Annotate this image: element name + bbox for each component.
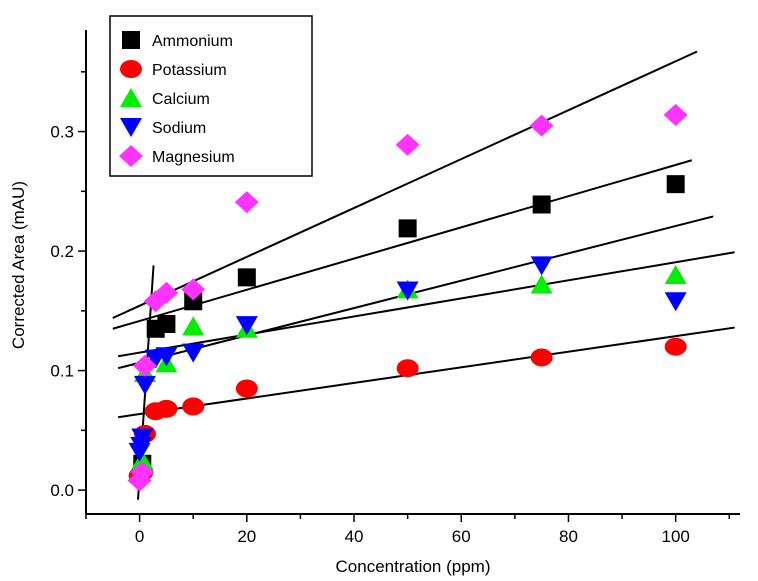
data-point [181,278,206,301]
y-tick-label: 0.3 [50,123,74,142]
data-point [154,281,179,304]
y-axis-label: Corrected Area (mAU) [9,181,28,349]
data-point [530,274,553,294]
series-sodium [128,256,687,462]
data-point [529,114,554,137]
data-point [131,428,154,448]
series-calcium [131,264,687,470]
legend-label: Sodium [152,120,206,137]
data-point [155,347,178,367]
y-tick-label: 0.1 [50,362,74,381]
data-point [235,379,258,398]
x-tick-label: 100 [661,527,689,546]
data-point [130,461,155,484]
x-tick-label: 80 [559,527,578,546]
legend-label: Magnesium [152,149,235,166]
legend-marker-calcium [120,88,142,107]
data-point [155,399,178,418]
data-point [131,450,154,470]
x-axis-ticks: 0 20 40 60 80 100 [85,514,731,546]
series-potassium [128,337,687,485]
data-point [530,348,553,367]
legend-box [109,15,313,177]
legend-marker-magnesium [119,145,143,167]
data-point [666,175,685,194]
legend-marker-potassium [120,60,142,78]
data-point [396,359,419,378]
x-tick-label: 40 [345,527,364,546]
y-tick-label: 0.0 [50,481,74,500]
data-point [398,219,417,238]
fit-line-sodium [117,215,714,370]
legend-label: Potassium [152,62,227,79]
data-point [530,256,553,276]
fit-lines [112,50,735,500]
data-point [132,354,157,377]
y-tick-label: 0.2 [50,242,74,261]
data-point [133,375,156,395]
data-point [157,314,176,333]
legend-marker-sodium [120,118,142,137]
legend-marker-ammonium [122,31,140,49]
x-tick-label: 20 [237,527,256,546]
series-ammonium [133,175,685,473]
x-tick-label: 60 [452,527,471,546]
fit-line-magnesium [112,50,698,319]
plot-area: 0 20 40 60 80 100 0.0 0.1 0.2 0.3 [50,30,740,546]
data-point [396,281,419,301]
legend-label: Ammonium [152,33,233,50]
legend-label: Calcium [152,91,210,108]
data-point [184,292,203,311]
data-point [235,316,258,336]
data-point [663,103,688,126]
fit-line-potassium [118,326,735,419]
data-point [130,436,153,456]
data-point [664,264,687,284]
data-point [234,191,259,214]
series-magnesium [127,103,688,492]
y-axis-ticks: 0.0 0.1 0.2 0.3 [50,71,86,500]
data-point [532,195,551,214]
data-point [182,397,205,416]
data-point [395,133,420,156]
data-point [182,316,205,336]
x-axis-label: Concentration (ppm) [336,557,491,576]
data-point [664,337,687,356]
data-point [664,292,687,312]
x-tick-label: 0 [135,527,144,546]
data-point [182,343,205,363]
legend: Ammonium Potassium Calcium Sodium Magnesium [109,15,313,177]
fit-line-calcium [117,251,735,358]
fit-line-ammonium [112,159,693,330]
data-points [127,103,688,492]
data-point [237,268,256,287]
